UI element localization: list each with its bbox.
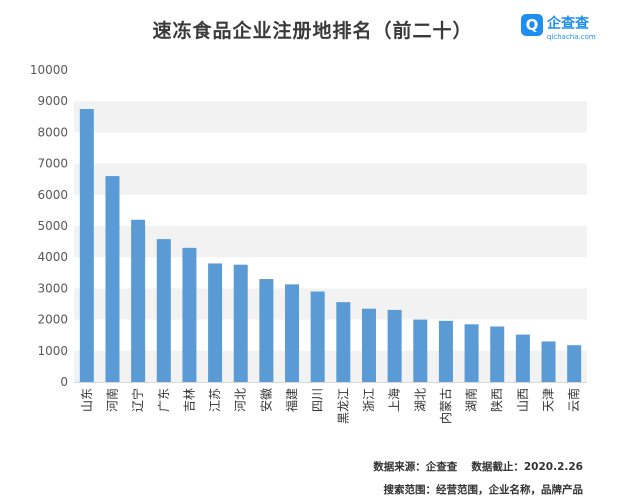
logo-mark-icon: Q	[521, 14, 543, 36]
logo-domain: qichacha.com	[547, 33, 596, 41]
x-category-label: 山东	[80, 388, 94, 412]
data-source-note: 数据来源：企查查 数据截止：2020.2.26	[373, 461, 583, 473]
bar	[361, 308, 376, 382]
x-category-label: 广东	[157, 388, 171, 412]
grid-band	[74, 288, 587, 320]
y-tick-label: 6000	[37, 188, 68, 202]
x-category-label: 吉林	[182, 388, 196, 412]
bar	[285, 284, 300, 382]
bar	[387, 309, 402, 382]
bar	[182, 247, 197, 382]
bar	[131, 219, 146, 382]
y-tick-label: 8000	[37, 125, 68, 139]
bar	[541, 341, 556, 382]
grid-band	[74, 350, 587, 382]
y-tick-label: 2000	[37, 313, 68, 327]
bar	[208, 263, 223, 382]
x-category-label: 河南	[104, 388, 119, 412]
grid-band	[74, 226, 587, 258]
x-category-label: 云南	[566, 388, 581, 412]
bar	[336, 302, 351, 382]
y-tick-label: 9000	[37, 94, 68, 108]
x-category-label: 天津	[542, 388, 556, 412]
x-category-label: 四川	[311, 388, 325, 412]
bar	[156, 239, 171, 382]
x-category-label: 江苏	[208, 388, 222, 412]
x-category-label: 内蒙古	[438, 388, 453, 424]
x-category-label: 河北	[234, 388, 248, 412]
bar	[259, 279, 274, 382]
x-category-label: 安徽	[258, 388, 273, 412]
bar	[413, 319, 428, 382]
x-category-label: 黑龙江	[336, 388, 350, 424]
bar	[105, 176, 120, 382]
grid-band	[74, 163, 587, 195]
bar	[464, 324, 479, 382]
bar	[567, 345, 582, 382]
grid-band	[74, 101, 587, 133]
bar	[79, 109, 94, 382]
x-category-label: 山西	[516, 388, 530, 412]
y-tick-label: 5000	[37, 219, 68, 233]
x-category-label: 浙江	[362, 388, 376, 412]
logo-name: 企查查	[547, 16, 589, 32]
qichacha-logo: Q 企查查 qichacha.com	[521, 12, 613, 46]
bar	[233, 264, 248, 382]
y-tick-label: 1000	[37, 344, 68, 358]
x-category-label: 福建	[284, 388, 299, 412]
bar	[310, 291, 325, 382]
x-category-label: 湖北	[412, 388, 427, 412]
y-tick-label: 10000	[30, 63, 68, 77]
x-category-label: 湖南	[464, 388, 479, 412]
search-scope-note: 搜索范围：经营范围，企业名称，品牌产品	[383, 484, 584, 496]
chart-title: 速冻食品企业注册地排名（前二十）	[152, 20, 473, 42]
bar	[438, 320, 453, 382]
x-category-label: 上海	[387, 388, 402, 412]
y-tick-label: 4000	[37, 250, 68, 264]
y-tick-label: 3000	[37, 281, 68, 295]
bar	[490, 326, 505, 382]
y-tick-label: 7000	[37, 157, 68, 171]
y-tick-label: 0	[60, 375, 68, 389]
x-category-label: 陕西	[489, 388, 504, 412]
bar	[515, 334, 530, 382]
x-category-label: 辽宁	[130, 388, 145, 412]
